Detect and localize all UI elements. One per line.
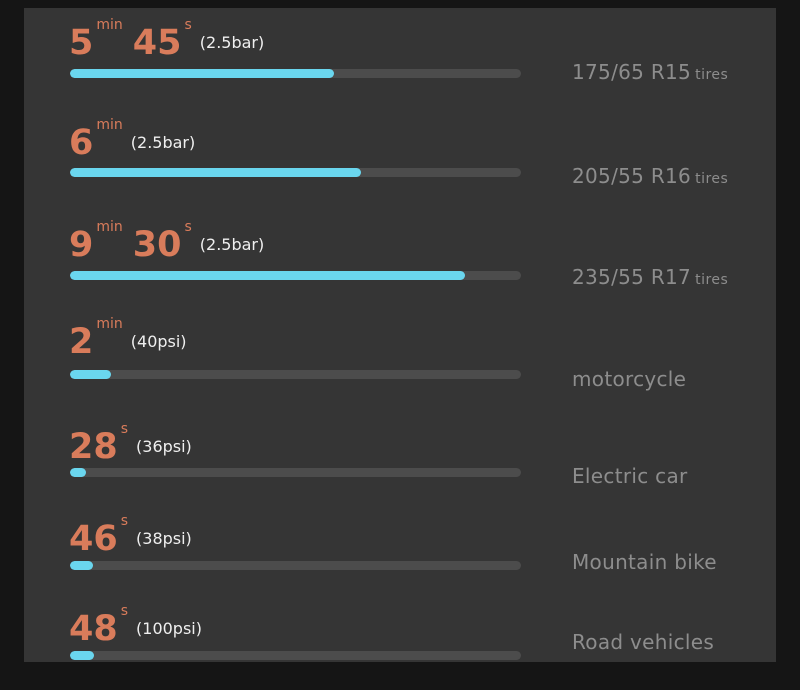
pressure-value: (2.5bar): [199, 235, 265, 254]
inflation-time: 28 s (36psi): [69, 418, 192, 468]
progress-track: [70, 168, 521, 177]
progress-track: [70, 370, 521, 379]
time-value: 28: [69, 427, 118, 467]
vehicle-label-text: motorcycle: [572, 367, 687, 391]
time-value: 46: [69, 519, 118, 559]
pressure-value: (100psi): [136, 619, 202, 638]
inflation-time: 5 min 45 s (2.5bar): [69, 14, 264, 64]
vehicle-label: 205/55 R16 tires: [572, 166, 728, 186]
progress-track: [70, 561, 521, 570]
progress-track: [70, 468, 521, 477]
inflation-row: 48 s (100psi) Road vehicles: [24, 600, 776, 690]
progress-fill: [70, 69, 334, 78]
vehicle-label-suffix: tires: [695, 67, 729, 83]
time-unit: min: [96, 316, 123, 332]
progress-track: [70, 271, 521, 280]
time-unit: min: [96, 117, 123, 133]
progress-fill: [70, 271, 465, 280]
vehicle-label-text: Electric car: [572, 464, 688, 488]
inflation-row: 2 min (40psi) motorcycle: [24, 313, 776, 403]
time-unit: s: [184, 219, 192, 235]
inflation-row: 5 min 45 s (2.5bar) 175/65 R15 tires: [24, 14, 776, 104]
vehicle-label-text: 205/55 R16: [572, 164, 692, 188]
inflation-time: 9 min 30 s (2.5bar): [69, 216, 264, 266]
inflation-time: 46 s (38psi): [69, 510, 192, 560]
pressure-value: (2.5bar): [199, 33, 265, 52]
pressure-value: (40psi): [130, 332, 187, 351]
time-value: 9: [69, 225, 94, 265]
vehicle-label: Road vehicles: [572, 632, 714, 652]
progress-fill: [70, 168, 361, 177]
progress-fill: [70, 561, 94, 570]
inflation-row: 6 min (2.5bar) 205/55 R16 tires: [24, 114, 776, 204]
progress-track: [70, 69, 521, 78]
vehicle-label-text: Road vehicles: [572, 630, 715, 654]
time-value: 45: [132, 23, 182, 63]
vehicle-label-text: 235/55 R17: [572, 265, 692, 289]
vehicle-label: Electric car: [572, 466, 688, 486]
pressure-value: (38psi): [136, 529, 192, 548]
time-unit: min: [96, 17, 123, 33]
inflation-time: 6 min (2.5bar): [69, 114, 195, 164]
inflation-row: 46 s (38psi) Mountain bike: [24, 510, 776, 600]
time-value: 2: [69, 322, 94, 362]
inflation-row: 9 min 30 s (2.5bar) 235/55 R17 tires: [24, 216, 776, 306]
progress-fill: [70, 370, 111, 379]
time-value: 30: [132, 225, 182, 265]
pressure-value: (2.5bar): [130, 133, 196, 152]
vehicle-label: motorcycle: [572, 369, 686, 389]
time-unit: s: [184, 17, 192, 33]
inflation-time-panel: 5 min 45 s (2.5bar) 175/65 R15 tires 6 min (2.5ba…: [24, 8, 776, 662]
time-value: 6: [69, 123, 94, 163]
vehicle-label: 175/65 R15 tires: [572, 62, 728, 82]
time-value: 48: [69, 609, 118, 649]
inflation-time: 48 s (100psi): [69, 600, 202, 650]
time-unit: s: [120, 513, 129, 529]
vehicle-label: 235/55 R17 tires: [572, 267, 728, 287]
time-unit: s: [120, 603, 129, 619]
progress-fill: [70, 468, 87, 477]
vehicle-label-text: Mountain bike: [572, 550, 717, 574]
progress-track: [70, 651, 521, 660]
vehicle-label-text: 175/65 R15: [572, 60, 692, 84]
vehicle-label-suffix: tires: [695, 171, 729, 187]
inflation-row: 28 s (36psi) Electric car: [24, 418, 776, 508]
vehicle-label-suffix: tires: [695, 272, 729, 288]
time-unit: s: [120, 421, 129, 437]
time-value: 5: [69, 23, 94, 63]
vehicle-label: Mountain bike: [572, 552, 717, 572]
time-unit: min: [96, 219, 123, 235]
pressure-value: (36psi): [136, 437, 192, 456]
progress-fill: [70, 651, 95, 660]
inflation-time: 2 min (40psi): [69, 313, 187, 363]
